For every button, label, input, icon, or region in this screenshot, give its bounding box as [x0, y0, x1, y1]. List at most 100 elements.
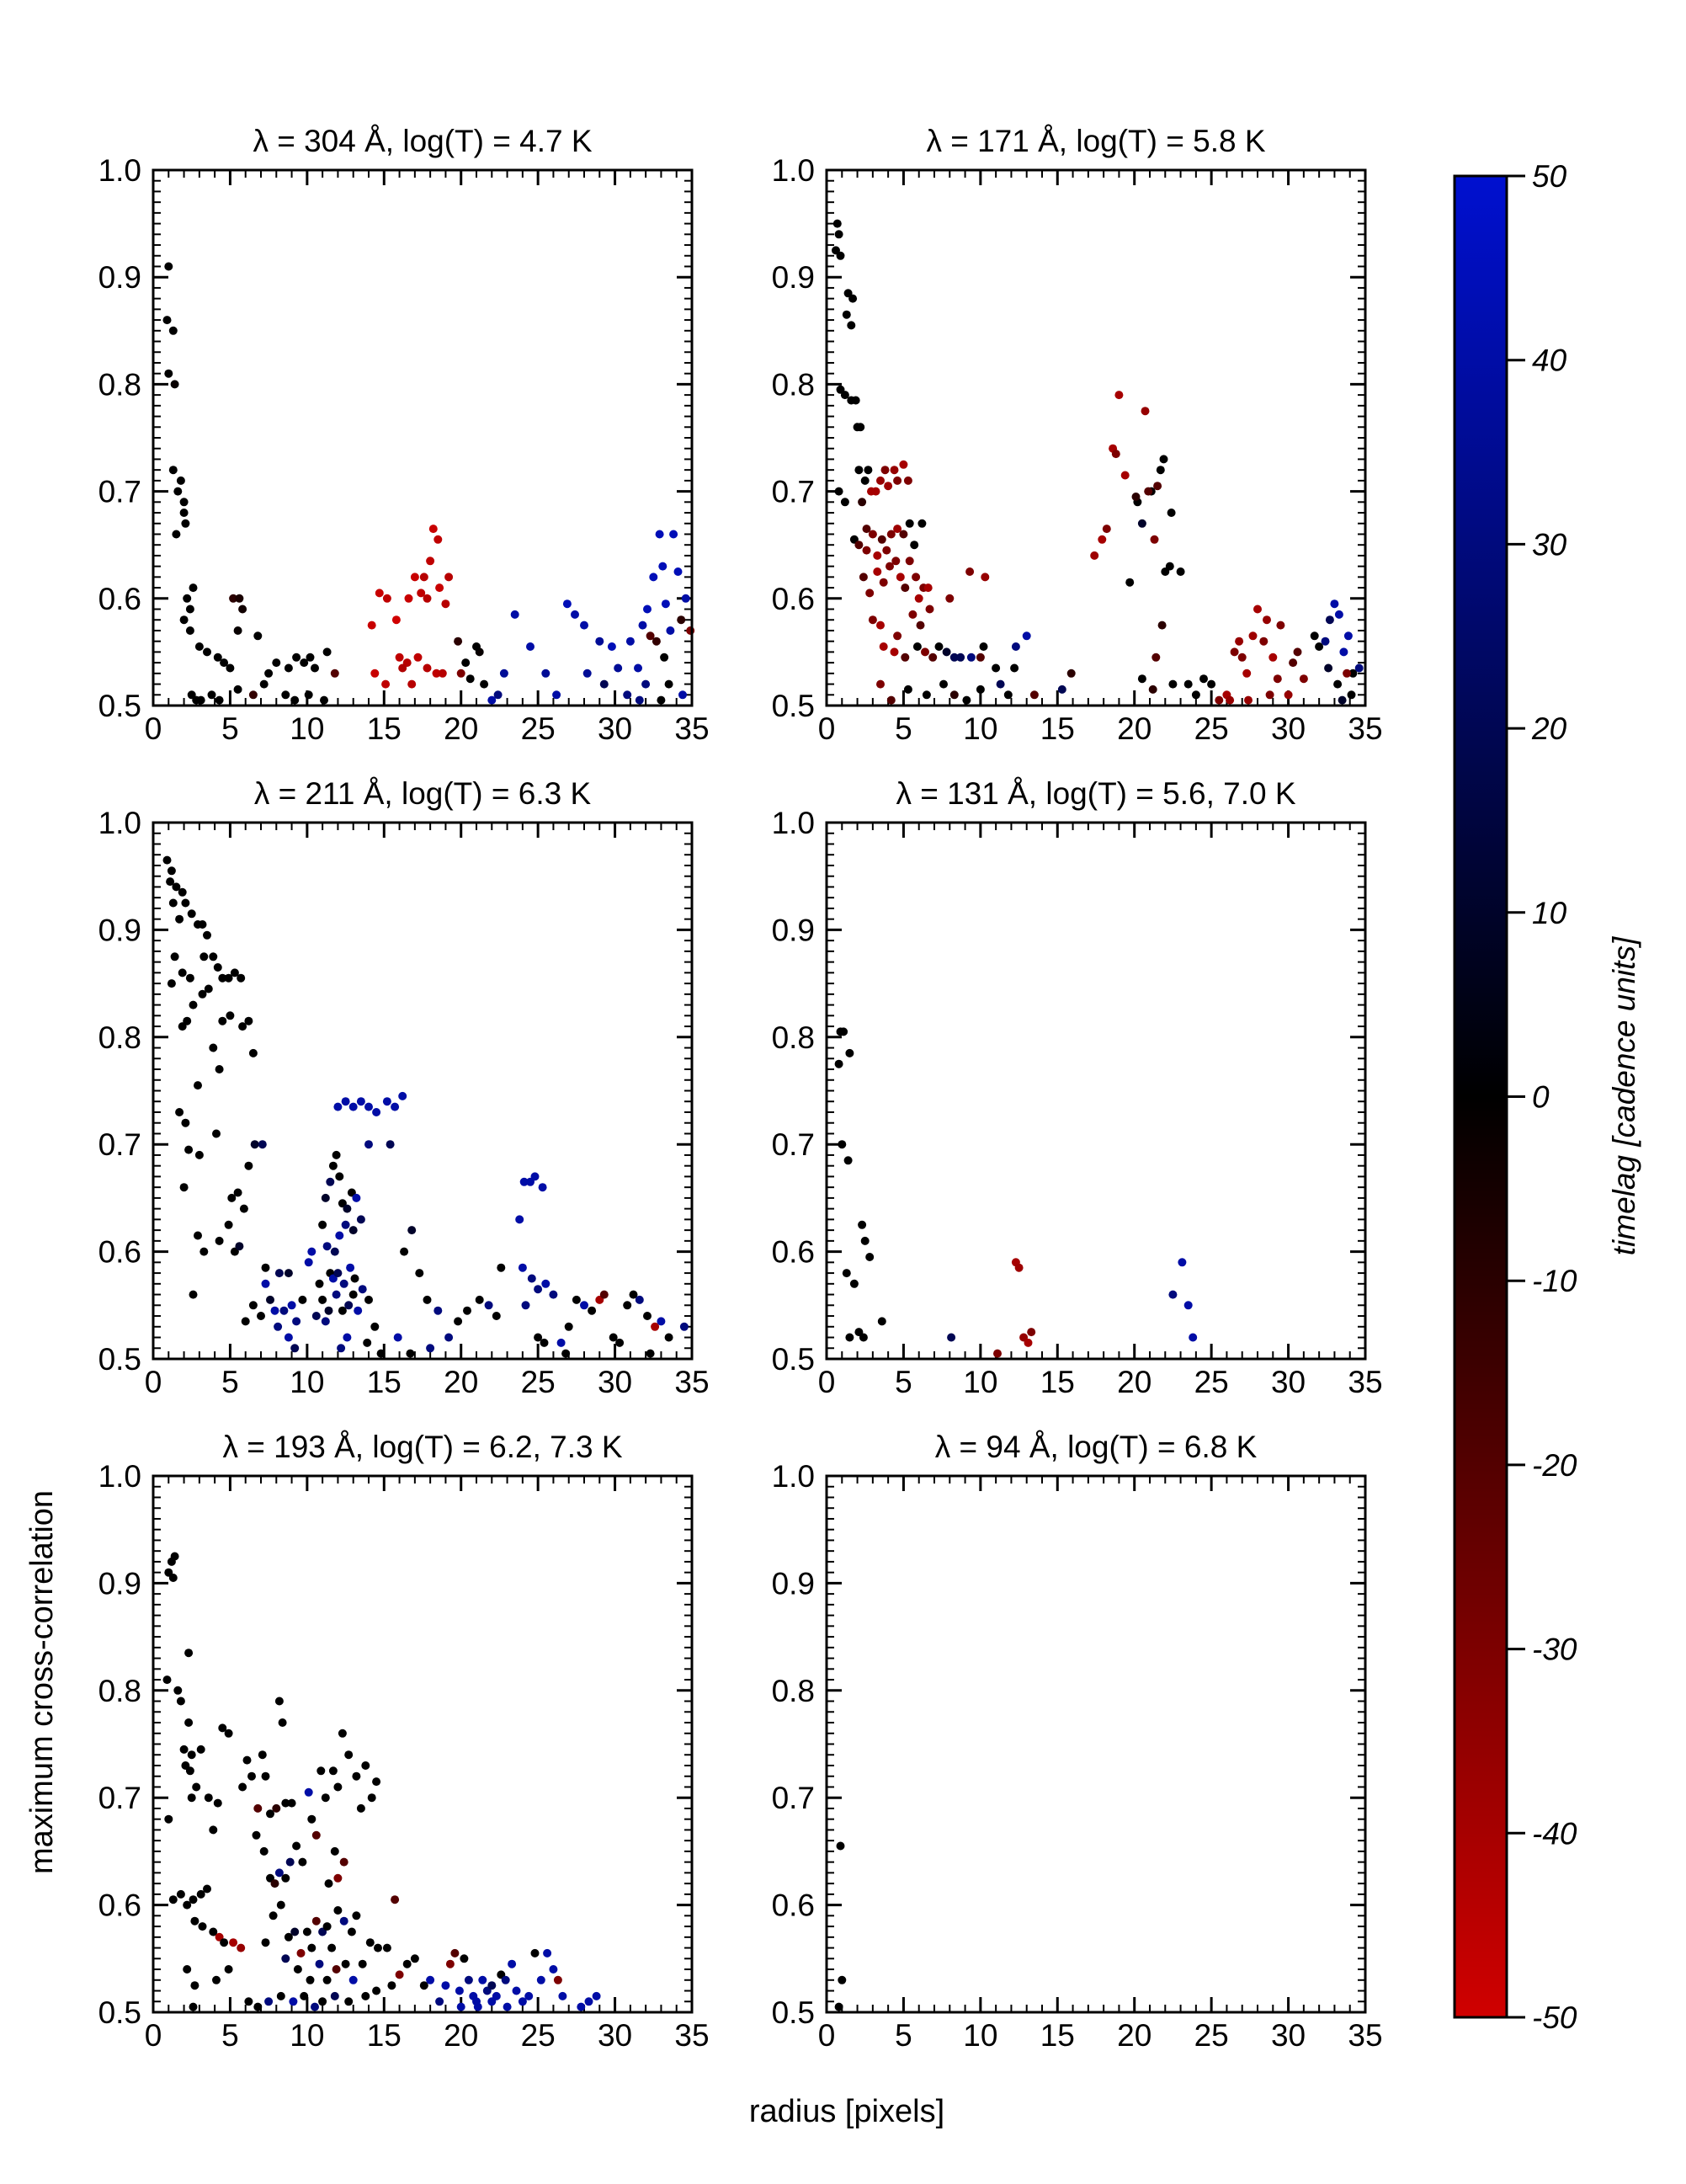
panel-title: λ = 131 Å, log(T) = 5.6, 7.0 K	[896, 776, 1295, 811]
data-point	[859, 1333, 868, 1342]
x-tick-label: 30	[598, 1365, 632, 1399]
data-point	[220, 1938, 229, 1947]
data-point	[657, 1317, 666, 1326]
data-point	[1150, 535, 1159, 544]
x-tick-label: 35	[1348, 2018, 1382, 2053]
y-tick-label: 0.6	[772, 582, 815, 616]
data-point	[464, 1975, 473, 1984]
data-point	[487, 1997, 497, 2006]
data-point	[615, 1338, 625, 1347]
data-point	[203, 930, 211, 940]
data-point	[364, 1295, 373, 1304]
data-point	[493, 690, 503, 700]
data-point	[181, 1118, 190, 1127]
data-point	[402, 1959, 412, 1968]
x-tick-label: 30	[598, 2018, 632, 2053]
data-point	[879, 642, 888, 651]
data-point	[965, 567, 975, 576]
data-point	[238, 1782, 247, 1792]
data-point	[534, 1285, 543, 1294]
data-point	[252, 1830, 261, 1840]
data-point	[274, 1868, 284, 1878]
data-point	[213, 963, 222, 972]
data-point	[625, 637, 635, 646]
data-point	[364, 1140, 373, 1149]
data-point	[330, 1846, 339, 1856]
data-point	[584, 1997, 593, 2006]
data-point	[848, 294, 858, 303]
data-point	[196, 1745, 205, 1754]
data-point	[300, 1991, 309, 2000]
y-tick-label: 0.7	[98, 1781, 141, 1815]
data-point	[167, 866, 176, 876]
data-point	[391, 1102, 400, 1111]
data-point	[276, 1991, 285, 2000]
data-point	[382, 1097, 391, 1106]
data-point	[552, 690, 561, 700]
data-point	[664, 679, 673, 689]
data-point	[497, 1263, 506, 1272]
data-point	[220, 658, 229, 668]
data-point	[1265, 690, 1274, 700]
data-point	[292, 1317, 301, 1326]
y-tick-label: 1.0	[772, 153, 815, 188]
data-point	[185, 626, 194, 635]
data-point	[348, 1975, 358, 1984]
data-point	[356, 1097, 365, 1106]
data-point	[170, 1552, 179, 1561]
data-point	[356, 1803, 365, 1813]
data-point	[179, 615, 189, 625]
data-point	[164, 1814, 173, 1824]
y-tick-label: 0.7	[772, 1127, 815, 1162]
data-point	[322, 1242, 332, 1251]
data-point	[192, 1782, 201, 1792]
data-point	[1325, 615, 1334, 625]
data-point	[1114, 391, 1124, 400]
data-point	[541, 1279, 550, 1288]
data-point	[181, 898, 190, 908]
data-point	[190, 1916, 199, 1926]
y-tick-label: 1.0	[98, 806, 141, 840]
data-point	[233, 626, 242, 635]
data-point	[896, 573, 905, 582]
data-point	[677, 615, 686, 625]
data-point	[678, 690, 687, 700]
data-point	[1248, 631, 1258, 641]
data-point	[660, 653, 669, 662]
data-point	[949, 690, 959, 700]
data-point	[886, 562, 894, 571]
y-tick-label: 0.8	[98, 367, 141, 402]
data-point	[248, 1048, 258, 1057]
data-point	[173, 487, 183, 496]
x-tick-label: 15	[367, 1365, 402, 1399]
y-tick-label: 0.7	[98, 475, 141, 509]
data-point	[320, 695, 328, 705]
data-point	[311, 663, 319, 673]
data-point	[423, 1295, 432, 1304]
data-point	[274, 1697, 284, 1706]
data-point	[882, 546, 891, 555]
data-point	[358, 1959, 367, 1968]
data-point	[343, 1204, 352, 1213]
data-point	[179, 1183, 189, 1192]
data-point	[253, 1803, 263, 1813]
data-point	[858, 1220, 867, 1229]
data-point	[541, 669, 550, 678]
data-point	[1137, 674, 1146, 684]
data-point	[976, 684, 985, 694]
data-point	[162, 1675, 172, 1685]
data-point	[1010, 663, 1019, 673]
data-point	[281, 1873, 290, 1883]
x-tick-label: 20	[444, 1365, 478, 1399]
data-point	[681, 594, 690, 603]
data-point	[912, 642, 922, 651]
data-point	[185, 605, 194, 614]
data-point	[657, 695, 666, 705]
data-point	[406, 1349, 415, 1358]
data-point	[333, 1906, 343, 1915]
data-point	[244, 1161, 253, 1170]
data-point	[395, 1970, 404, 1979]
data-point	[184, 1145, 194, 1154]
y-tick-label: 0.6	[772, 1888, 815, 1923]
x-tick-label: 0	[818, 1365, 836, 1399]
